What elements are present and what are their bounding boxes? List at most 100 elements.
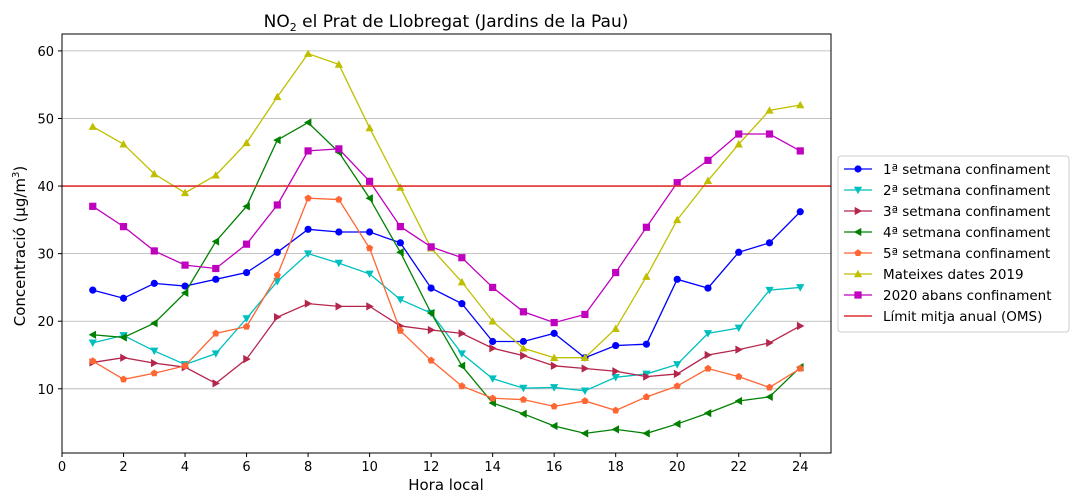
data-point: [396, 223, 404, 231]
data-point: [303, 250, 313, 258]
data-point: [611, 324, 620, 332]
data-point: [520, 351, 528, 360]
data-point: [211, 171, 220, 179]
data-point: [89, 357, 97, 365]
data-point: [304, 225, 312, 233]
data-point: [119, 223, 128, 231]
data-point: [335, 228, 343, 236]
data-point: [673, 419, 681, 429]
data-point: [242, 240, 251, 248]
data-point: [796, 208, 804, 216]
series-line: [92, 121, 801, 435]
data-point: [273, 201, 281, 209]
data-point: [796, 364, 804, 372]
data-point: [273, 92, 282, 101]
data-point: [704, 156, 712, 164]
data-point: [335, 145, 343, 153]
data-point: [704, 284, 712, 292]
data-point: [426, 308, 435, 318]
data-point: [673, 382, 681, 390]
legend-label: 1ª setmana confinament: [883, 162, 1050, 178]
data-point: [581, 364, 590, 373]
legend-entry: 1ª setmana confinament: [844, 162, 1050, 178]
data-point: [853, 227, 862, 237]
data-point: [519, 308, 527, 316]
data-point: [611, 425, 619, 434]
data-point: [212, 329, 220, 337]
legend-label: 2ª setmana confinament: [883, 183, 1050, 199]
legend-label: 3ª setmana confinament: [883, 204, 1050, 220]
data-point: [734, 396, 743, 406]
legend-entry: 5ª setmana confinament: [844, 246, 1050, 262]
x-tick-label: 2: [119, 460, 127, 475]
series-line: [92, 252, 801, 392]
data-point: [673, 275, 681, 283]
plot-frame: [61, 33, 832, 454]
data-point: [427, 356, 435, 364]
data-point: [766, 338, 774, 347]
data-point: [854, 249, 862, 257]
data-point: [796, 284, 805, 292]
data-point: [365, 270, 374, 279]
data-point: [365, 194, 373, 203]
data-point: [457, 277, 467, 286]
data-point: [335, 195, 343, 203]
data-point: [704, 350, 713, 360]
data-point: [396, 326, 404, 334]
data-point: [735, 372, 743, 380]
data-point: [519, 395, 527, 403]
data-point: [457, 361, 466, 370]
data-point: [765, 383, 774, 391]
data-point: [150, 347, 159, 356]
data-point: [673, 361, 682, 369]
data-point: [242, 322, 251, 330]
data-point: [854, 291, 862, 299]
data-point: [150, 358, 159, 368]
data-point: [581, 310, 589, 319]
data-point: [612, 367, 620, 376]
data-point: [642, 340, 651, 348]
data-point: [274, 313, 282, 322]
y-tick-label: 60: [37, 45, 54, 60]
y-tick-label: 10: [37, 383, 54, 398]
data-point: [120, 353, 128, 362]
x-tick-label: 10: [361, 460, 378, 475]
x-tick-label: 20: [669, 460, 686, 475]
data-point: [612, 341, 620, 350]
data-point: [519, 344, 528, 352]
data-point: [88, 330, 97, 339]
series: [88, 49, 805, 362]
data-point: [150, 319, 158, 328]
data-point: [88, 339, 97, 347]
data-point: [703, 408, 712, 418]
x-tick-label: 8: [304, 460, 312, 475]
data-point: [304, 299, 313, 308]
data-point: [366, 244, 374, 252]
data-point: [550, 384, 559, 392]
y-tick-label: 50: [37, 112, 54, 127]
data-point: [150, 169, 159, 178]
x-tick-label: 4: [181, 460, 189, 475]
series: [89, 208, 804, 362]
data-point: [796, 147, 804, 155]
data-point: [211, 350, 220, 358]
x-tick-label: 22: [730, 460, 747, 475]
data-point: [89, 202, 97, 210]
data-point: [396, 248, 404, 257]
data-point: [489, 344, 497, 353]
data-point: [458, 300, 466, 308]
data-point: [119, 140, 128, 148]
data-point: [181, 261, 189, 269]
data-point: [854, 206, 863, 216]
data-point: [796, 321, 805, 331]
data-point: [550, 353, 559, 362]
data-point: [853, 269, 863, 278]
data-point: [212, 379, 220, 388]
y-tick-label: 20: [37, 315, 54, 330]
data-point: [580, 387, 590, 395]
data-point: [334, 60, 343, 68]
data-point: [642, 429, 650, 438]
data-point: [181, 282, 189, 290]
